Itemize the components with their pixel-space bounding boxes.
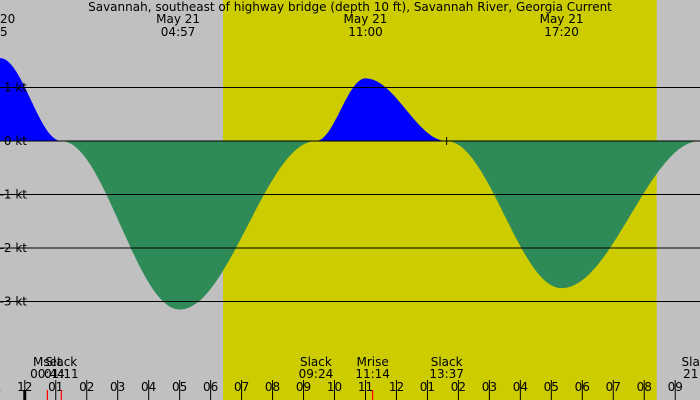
event-time: 00:44: [30, 367, 65, 381]
event-name: Sla: [682, 355, 700, 369]
bottom-event-labels: Mset00:44Slack01:11Slack09:24Mrise11:14S…: [30, 355, 700, 381]
y-tick-label: 1 kt: [4, 81, 27, 95]
y-tick-label: -1 kt: [0, 188, 27, 202]
hour-tick-label: 12: [389, 380, 404, 394]
ebb-current-area: [446, 141, 700, 289]
hour-tick-label: 05: [544, 380, 559, 394]
extreme-time: 17:20: [544, 25, 579, 39]
hour-tick-label: 07: [234, 380, 249, 394]
extreme-date: May 21: [344, 12, 388, 26]
y-tick-labels: 1 kt 0 kt -1 kt -2 kt -3 kt: [0, 81, 27, 309]
event-time: 01:11: [44, 367, 79, 381]
event-name: Mset: [33, 355, 62, 369]
hour-tick-label: 11: [0, 380, 1, 394]
event-time: 13:37: [429, 367, 464, 381]
hour-tick-label: 06: [575, 380, 590, 394]
extreme-date: 20: [0, 12, 15, 26]
current-area-layer: [0, 58, 700, 310]
hour-tick-label: 04: [513, 380, 528, 394]
hour-tick-label: 02: [451, 380, 466, 394]
event-time: 21: [683, 367, 698, 381]
hour-tick-label: 07: [606, 380, 621, 394]
hour-tick-label: 02: [79, 380, 94, 394]
extreme-time: 5: [0, 25, 8, 39]
midnight-tick: [23, 390, 27, 400]
hour-tick-label: 08: [265, 380, 280, 394]
event-name: Mrise: [356, 355, 388, 369]
extreme-time: 11:00: [348, 25, 383, 39]
extreme-time: 04:57: [161, 25, 196, 39]
extreme-date: May 21: [540, 12, 584, 26]
gridlines: [0, 87, 700, 302]
y-tick-label: 0 kt: [4, 134, 27, 148]
hour-tick-label: 01: [420, 380, 435, 394]
hour-tick-label: 06: [203, 380, 218, 394]
hour-tick-label: 09: [668, 380, 683, 394]
event-name: Slack: [431, 355, 463, 369]
hour-tick-label: 04: [141, 380, 156, 394]
extreme-date: May 21: [156, 12, 200, 26]
event-name: Slack: [45, 355, 77, 369]
chart-title: Savannah, southeast of highway bridge (d…: [88, 0, 612, 14]
y-tick-label: -3 kt: [0, 295, 27, 309]
hour-tick-label: 11: [358, 380, 373, 394]
hour-tick-label: 05: [172, 380, 187, 394]
hour-tick-label: 01: [48, 380, 63, 394]
flood-current-area: [315, 78, 447, 141]
y-tick-label: -2 kt: [0, 241, 27, 255]
hour-tick-label: 03: [482, 380, 497, 394]
hour-tick-label: 08: [637, 380, 652, 394]
ebb-current-area: [61, 141, 316, 310]
event-time: 09:24: [299, 367, 334, 381]
event-name: Slack: [300, 355, 332, 369]
hour-tick-label: 12: [17, 380, 32, 394]
event-time: 11:14: [355, 367, 390, 381]
hour-tick-label: 03: [110, 380, 125, 394]
hour-tick-label: 10: [327, 380, 342, 394]
hour-tick-label: 09: [296, 380, 311, 394]
flood-current-area: [0, 58, 62, 141]
hour-ticks: 11 12 01 02 03 04 05 06 07 08 09 10 11 12 01 02 03 04 05 06…: [0, 380, 683, 400]
